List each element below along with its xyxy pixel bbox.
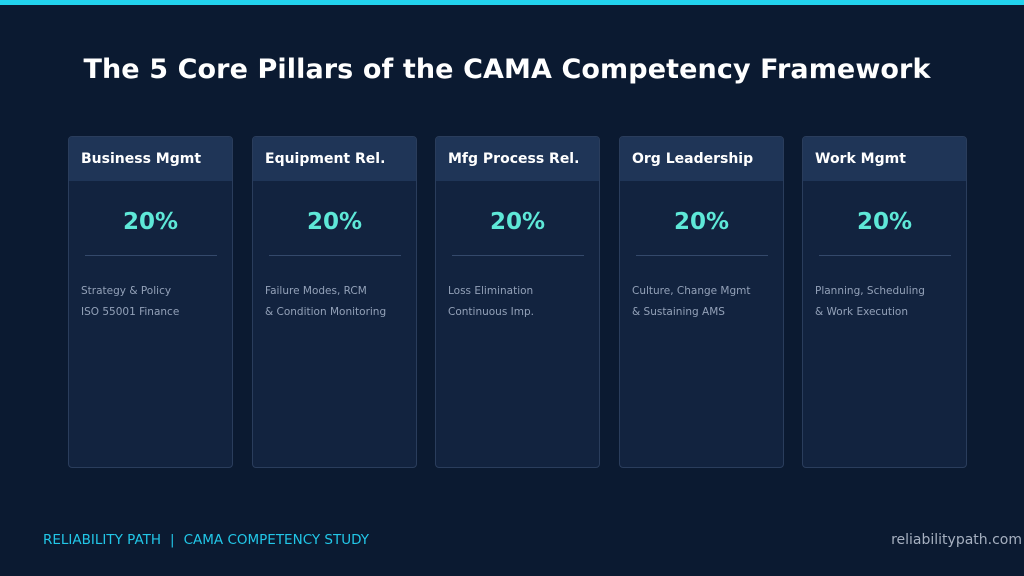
pillar-card-description: Culture, Change Mgmt & Sustaining AMS — [620, 281, 783, 323]
pillar-card-title: Equipment Rel. — [253, 137, 416, 181]
footer-study: CAMA COMPETENCY STUDY — [183, 532, 370, 548]
pillar-card-line: Continuous Imp. — [448, 306, 534, 318]
pillar-card-divider — [635, 255, 768, 256]
pillar-card-line: & Condition Monitoring — [265, 306, 387, 318]
pillar-card-line: ISO 55001 Finance — [81, 306, 180, 318]
pillar-card-line: & Work Execution — [815, 306, 908, 318]
pillar-card-divider — [84, 255, 217, 256]
pillar-card-percent: 20% — [306, 209, 363, 235]
top-accent-bar — [0, 0, 1024, 5]
pillar-card-percent: 20% — [673, 209, 730, 235]
pillar-card-description: Failure Modes, RCM & Condition Monitorin… — [253, 281, 416, 323]
pillar-card-percent: 20% — [856, 209, 913, 235]
pillar-card-line: Planning, Scheduling — [815, 285, 925, 297]
pillar-card-description: Planning, Scheduling & Work Execution — [803, 281, 966, 323]
pillar-card-title: Business Mgmt — [69, 137, 232, 181]
pillar-cards: Business Mgmt 20% Strategy & Policy ISO … — [68, 136, 970, 470]
pillar-card-mfg-process-rel: Mfg Process Rel. 20% Loss Elimination Co… — [435, 136, 600, 468]
pillar-card-line: Failure Modes, RCM — [265, 285, 367, 297]
footer-branding: RELIABILITY PATH | CAMA COMPETENCY STUDY — [43, 532, 369, 548]
pillar-card-line: Strategy & Policy — [81, 285, 172, 297]
pillar-card-divider — [268, 255, 401, 256]
pillar-card-divider — [451, 255, 584, 256]
pillar-card-percent: 20% — [489, 209, 546, 235]
pillar-card-org-leadership: Org Leadership 20% Culture, Change Mgmt … — [619, 136, 784, 468]
footer-brand: RELIABILITY PATH — [43, 532, 162, 548]
footer-website: reliabilitypath.com — [891, 532, 1022, 548]
pillar-card-line: Loss Elimination — [448, 285, 534, 297]
pillar-card-equipment-rel: Equipment Rel. 20% Failure Modes, RCM & … — [252, 136, 417, 468]
pillar-card-title: Org Leadership — [620, 137, 783, 181]
page-title: The 5 Core Pillars of the CAMA Competenc… — [83, 54, 931, 85]
pillar-card-title: Mfg Process Rel. — [436, 137, 599, 181]
footer-separator: | — [170, 532, 175, 548]
pillar-card-description: Loss Elimination Continuous Imp. — [436, 281, 599, 323]
pillar-card-line: & Sustaining AMS — [632, 306, 725, 318]
pillar-card-percent: 20% — [122, 209, 179, 235]
pillar-card-title: Work Mgmt — [803, 137, 966, 181]
pillar-card-line: Culture, Change Mgmt — [632, 285, 751, 297]
pillar-card-business-mgmt: Business Mgmt 20% Strategy & Policy ISO … — [68, 136, 233, 468]
pillar-card-divider — [818, 255, 951, 256]
pillar-card-description: Strategy & Policy ISO 55001 Finance — [69, 281, 232, 323]
pillar-card-work-mgmt: Work Mgmt 20% Planning, Scheduling & Wor… — [802, 136, 967, 468]
